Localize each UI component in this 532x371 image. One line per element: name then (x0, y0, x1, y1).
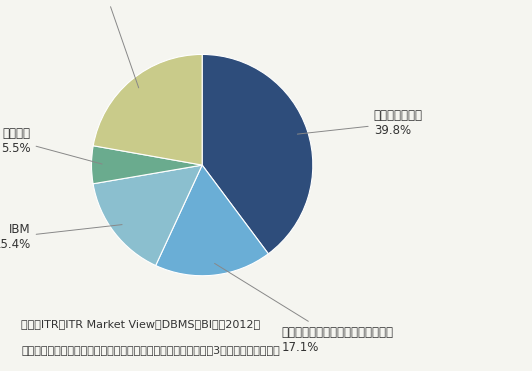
Text: その他
22.2%: その他 22.2% (85, 0, 139, 88)
Wedge shape (202, 55, 313, 254)
Wedge shape (93, 165, 202, 266)
Text: 出典：ITR「ITR Market View：DBMS／BI市場2012」: 出典：ITR「ITR Market View：DBMS／BI市場2012」 (21, 319, 260, 329)
Text: IBM
15.4%: IBM 15.4% (0, 223, 122, 251)
Wedge shape (93, 55, 202, 165)
Text: プラスアルファ・コンサルティング
17.1%: プラスアルファ・コンサルティング 17.1% (214, 263, 394, 354)
Wedge shape (156, 165, 268, 276)
Text: ＊出荷金額はベンダー出荷のライセンス売上げのみを対象とし、3月期ベースで換算。: ＊出荷金額はベンダー出荷のライセンス売上げのみを対象とし、3月期ベースで換算。 (21, 345, 280, 355)
Text: クオリカ
5.5%: クオリカ 5.5% (1, 127, 102, 164)
Text: 野村総合研究所
39.8%: 野村総合研究所 39.8% (297, 109, 423, 137)
Wedge shape (92, 146, 202, 184)
